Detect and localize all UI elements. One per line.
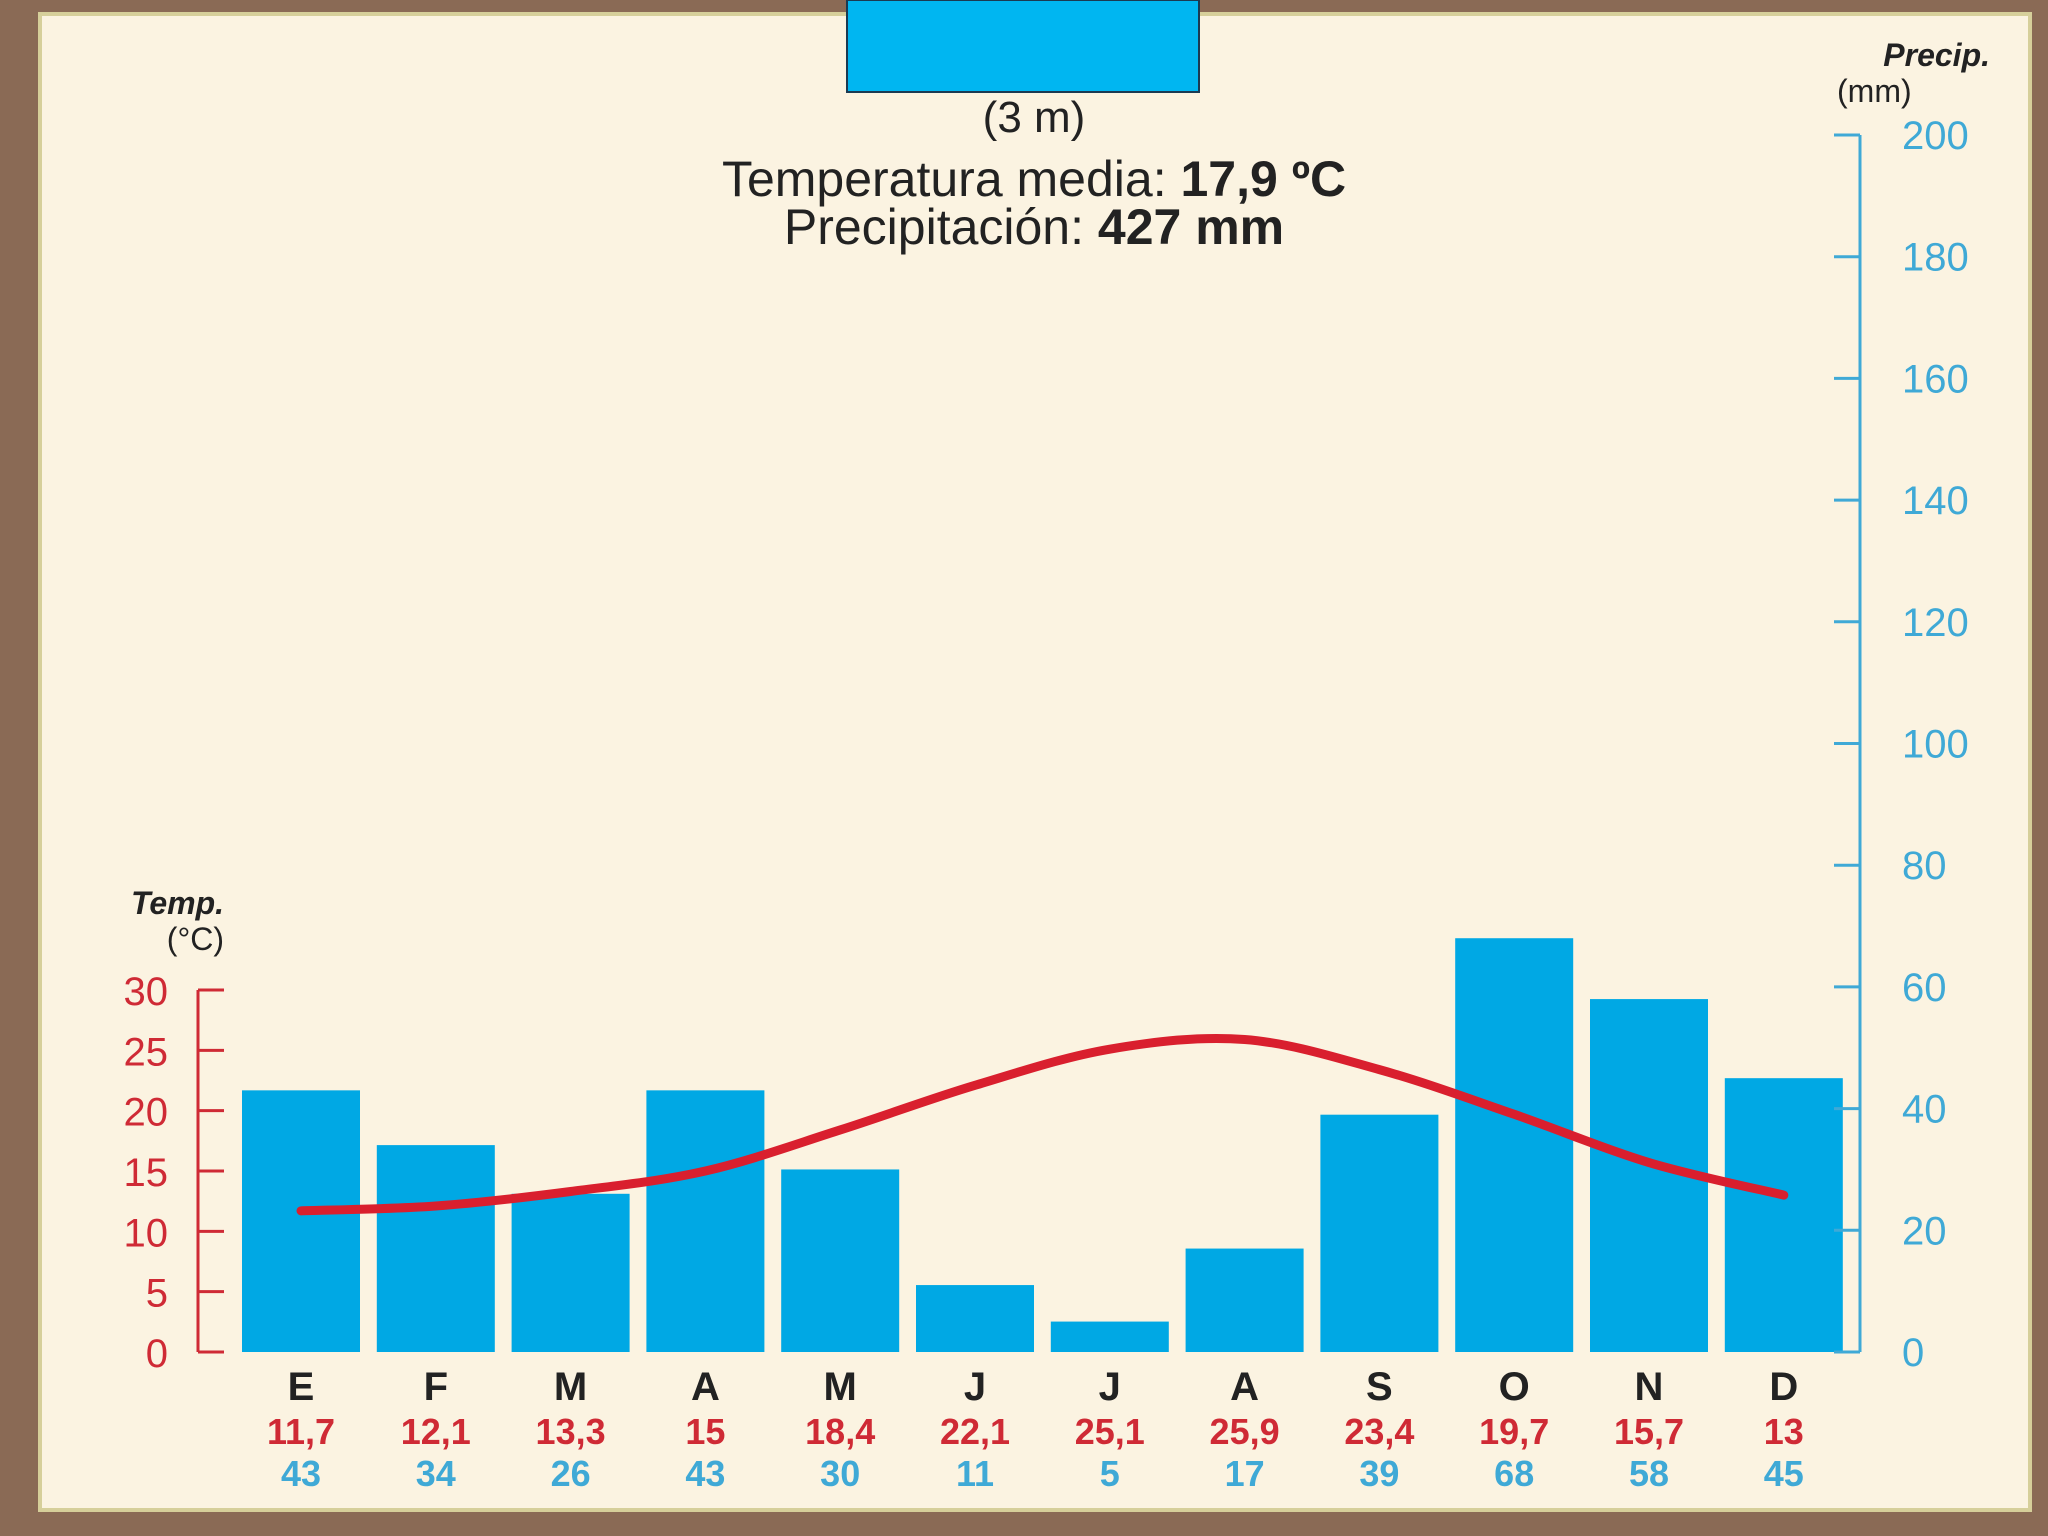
precipitation-tick-label: 20 — [1902, 1209, 1947, 1253]
precipitation-bar — [376, 1145, 495, 1352]
temperature-tick-label: 30 — [124, 970, 169, 1014]
left-axis-unit: (°C) — [167, 921, 224, 957]
temperature-value-label: 13 — [1764, 1411, 1804, 1452]
precipitation-tick-label: 160 — [1902, 357, 1969, 401]
precipitation-value-label: 26 — [551, 1453, 591, 1494]
temperature-value-label: 25,1 — [1075, 1411, 1145, 1452]
precipitation-tick-label: 80 — [1902, 844, 1947, 888]
temperature-value-label: 12,1 — [401, 1411, 471, 1452]
precipitation-bar — [1185, 1248, 1304, 1352]
climate-chart: (3 m) Temperatura media: 17,9 ºC Precipi… — [38, 0, 2032, 1512]
month-label: J — [964, 1365, 986, 1409]
temperature-value-label: 15,7 — [1614, 1411, 1684, 1452]
month-label: O — [1499, 1365, 1530, 1409]
precipitation-tick-label: 140 — [1902, 479, 1969, 523]
climate-chart-frame: (3 m) Temperatura media: 17,9 ºC Precipi… — [22, 0, 2048, 1524]
temperature-value-label: 11,7 — [267, 1411, 335, 1452]
month-label: M — [824, 1365, 857, 1409]
precipitation-bar — [511, 1193, 630, 1352]
precipitation-bar — [1455, 938, 1574, 1352]
month-label: D — [1769, 1365, 1798, 1409]
temperature-tick-label: 15 — [124, 1151, 169, 1195]
left-axis-title: Temp. — [131, 885, 224, 921]
temperature-line — [296, 1033, 1789, 1216]
temperature-tick-label: 20 — [124, 1091, 169, 1135]
total-precipitation-label: Precipitación: — [784, 199, 1098, 255]
month-label: E — [288, 1365, 315, 1409]
temperature-value-label: 22,1 — [940, 1411, 1010, 1452]
month-label: M — [554, 1365, 587, 1409]
temperature-line-group — [296, 1033, 1789, 1216]
precipitation-tick-label: 100 — [1902, 723, 1969, 767]
precipitation-tick-label: 180 — [1902, 236, 1969, 280]
title-redaction-box — [846, 0, 1200, 93]
right-axis-title: Precip. — [1883, 37, 1990, 73]
precipitation-value-label: 43 — [685, 1453, 725, 1494]
precipitation-value-label: 39 — [1359, 1453, 1399, 1494]
month-label: S — [1366, 1365, 1393, 1409]
chart-altitude: (3 m) — [983, 93, 1086, 142]
precipitation-tick-label: 40 — [1902, 1088, 1947, 1132]
temperature-value-label: 23,4 — [1344, 1411, 1414, 1452]
temperature-value-label: 19,7 — [1479, 1411, 1549, 1452]
precipitation-bar — [242, 1090, 360, 1352]
temperature-value-label: 13,3 — [536, 1411, 606, 1452]
precipitation-bar — [781, 1169, 900, 1352]
chart-total-precipitation: Precipitación: 427 mm — [784, 199, 1284, 255]
precipitation-bar — [1724, 1078, 1843, 1352]
precipitation-tick-label: 60 — [1902, 966, 1947, 1010]
precipitation-bar — [916, 1285, 1034, 1352]
precipitation-value-label: 5 — [1100, 1453, 1120, 1494]
precipitation-bars — [242, 938, 1843, 1352]
month-label: A — [1230, 1365, 1259, 1409]
chart-mean-temperature: Temperatura media: 17,9 ºC — [722, 151, 1346, 207]
mean-temperature-label: Temperatura media: — [722, 151, 1181, 207]
precipitation-tick-label: 120 — [1902, 601, 1969, 645]
month-label: J — [1099, 1365, 1121, 1409]
precipitation-bar — [646, 1090, 765, 1352]
temperature-tick-label: 25 — [124, 1030, 169, 1074]
precipitation-axis: 0 20 40 60 80 100 120 140 160 180 200 — [1834, 114, 1969, 1375]
temperature-value-label: 18,4 — [805, 1411, 875, 1452]
temperature-axis: 0 5 10 15 20 25 30 — [124, 970, 224, 1376]
precipitation-value-label: 43 — [281, 1453, 321, 1494]
mean-temperature-value: 17,9 ºC — [1180, 151, 1346, 207]
precipitation-value-label: 30 — [820, 1453, 860, 1494]
precipitation-tick-label: 200 — [1902, 114, 1969, 158]
precipitation-value-label: 34 — [416, 1453, 456, 1494]
precipitation-bar — [1320, 1114, 1439, 1352]
month-data-labels: E11,743F12,134M13,326A1543M18,430J22,111… — [267, 1365, 1804, 1494]
total-precipitation-value: 427 mm — [1098, 199, 1284, 255]
precipitation-value-label: 17 — [1225, 1453, 1265, 1494]
temperature-tick-label: 0 — [146, 1332, 168, 1376]
temperature-tick-label: 10 — [124, 1211, 169, 1255]
precipitation-value-label: 11 — [956, 1453, 994, 1494]
precipitation-bar — [1050, 1321, 1169, 1352]
temperature-value-label: 25,9 — [1210, 1411, 1280, 1452]
month-label: N — [1635, 1365, 1664, 1409]
month-label: F — [424, 1365, 448, 1409]
precipitation-value-label: 58 — [1629, 1453, 1669, 1494]
precipitation-tick-label: 0 — [1902, 1331, 1924, 1375]
right-axis-unit: (mm) — [1837, 73, 1912, 109]
temperature-value-label: 15 — [685, 1411, 725, 1452]
month-label: A — [691, 1365, 720, 1409]
temperature-tick-label: 5 — [146, 1272, 168, 1316]
precipitation-value-label: 68 — [1494, 1453, 1534, 1494]
precipitation-value-label: 45 — [1764, 1453, 1804, 1494]
